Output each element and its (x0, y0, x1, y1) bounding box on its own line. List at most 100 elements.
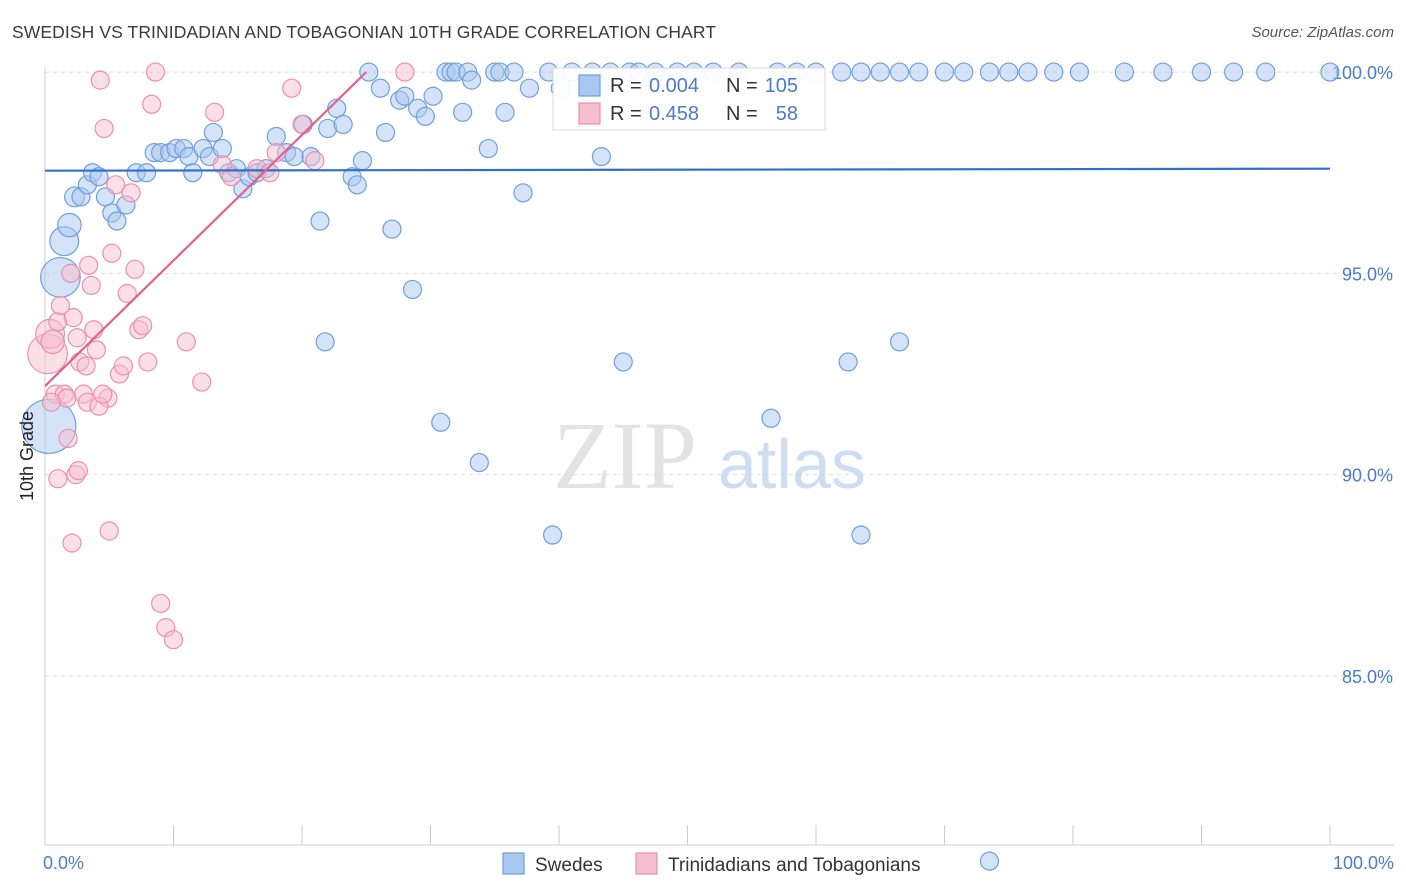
swedes-point (1044, 62, 1064, 82)
r-value: 0.458 (649, 103, 699, 125)
swedes-point (1320, 62, 1340, 82)
trinidadian-point (41, 392, 62, 412)
swedes-point (851, 62, 871, 82)
trinidadian-point (221, 167, 241, 187)
trinidadian-point (48, 469, 68, 489)
trinidadian-point (93, 384, 113, 404)
swedes-point (838, 352, 858, 372)
y-tick-label: 95.0% (1342, 264, 1393, 284)
trinidadian-point (260, 163, 280, 183)
trinidadian-point (192, 372, 212, 392)
swedes-point (889, 62, 910, 82)
n-label: N = (726, 75, 758, 97)
swedes-point (431, 412, 451, 432)
swedes-point (478, 138, 498, 159)
r-value: 0.004 (649, 75, 699, 97)
n-label: N = (726, 103, 758, 125)
swedes-point (395, 86, 415, 106)
swedes-point (909, 62, 929, 82)
trinidadian-point (305, 151, 325, 171)
swedes-point (315, 332, 335, 352)
swedes-point (851, 525, 871, 545)
trinidadian-point (145, 62, 166, 82)
trinidadian-point (113, 356, 133, 376)
swedes-point (212, 138, 232, 159)
trinidadian-point (86, 340, 107, 360)
swedes-legend-swatch (502, 852, 525, 875)
swedes-point (889, 332, 910, 352)
trinidadian-point (94, 118, 114, 139)
swedes-point (1153, 62, 1173, 82)
data-points (21, 62, 1340, 871)
trinidadian-point (61, 263, 81, 283)
trend-lines (44, 71, 1331, 387)
trinidadian-trend-line (44, 71, 368, 387)
trinidadian-point (125, 259, 145, 279)
swedes-point (504, 62, 524, 82)
y-tick-label: 90.0% (1342, 466, 1393, 486)
swedes-point (284, 147, 304, 167)
y-axis-title: 10th Grade (17, 411, 37, 501)
swedes-point (352, 151, 372, 171)
trinidadian-point (151, 593, 171, 614)
trinidadian-point (282, 78, 302, 98)
trinidadian-point (40, 329, 66, 355)
swedes-point (203, 122, 223, 143)
swedes-stat-swatch (578, 74, 601, 97)
trinidadian-point (176, 332, 196, 352)
swedes-point (519, 78, 540, 98)
swedes-point (370, 78, 390, 98)
swedes-point (183, 163, 203, 183)
swedes-point (453, 102, 473, 122)
swedes-point (999, 62, 1019, 82)
trinidadian-point (90, 70, 110, 90)
trinidadian-legend-swatch (635, 852, 658, 875)
trinidadian-point (106, 175, 126, 195)
trinidadian-point (81, 275, 101, 296)
swedes-point (347, 175, 367, 195)
swedes-point (382, 219, 402, 239)
trinidadian-point (62, 533, 82, 553)
series-legend: Swedes Trinidadians and Tobagonians (502, 852, 920, 876)
axes: 0.0% 100.0% (43, 68, 1394, 873)
swedes-point (423, 86, 443, 106)
swedes-point (542, 525, 563, 545)
swedes-point (107, 211, 127, 231)
watermark-zip: ZIP (553, 402, 697, 509)
swedes-point (469, 452, 489, 473)
trinidadian-point (76, 356, 96, 376)
swedes-point (1069, 62, 1090, 82)
swedes-trend-line (44, 167, 1331, 172)
swedes-point (870, 62, 890, 82)
swedes-point (832, 62, 852, 82)
swedes-point (89, 167, 109, 187)
trinidadian-point (117, 283, 137, 304)
zipatlas-watermark: ZIP atlas (553, 402, 866, 509)
swedes-point (359, 62, 379, 82)
swedes-point (1191, 62, 1212, 82)
trinidadian-point (142, 94, 162, 114)
swedes-point (591, 147, 612, 167)
trinidadian-point (58, 428, 78, 449)
swedes-point (954, 62, 974, 82)
trinidadian-point (395, 62, 415, 82)
trinidadian-point (205, 102, 225, 122)
trinidadian-point (50, 295, 71, 316)
r-label: R = (610, 75, 642, 97)
swedes-point (613, 352, 633, 372)
source-label: Source: ZipAtlas.com (1251, 24, 1394, 41)
trinidadian-point (138, 352, 158, 372)
swedes-point (1224, 62, 1244, 82)
trinidadian-point (102, 243, 122, 263)
swedes-point (495, 102, 515, 122)
trinidadian-point (99, 521, 119, 541)
trinidadian-stat-swatch (578, 102, 601, 125)
swedes-point (375, 122, 396, 143)
trinidadian-point (63, 308, 83, 328)
swedes-point (1114, 62, 1135, 82)
grid-lines: 100.0% 95.0% 90.0% 85.0% (45, 63, 1394, 687)
y-tick-label: 100.0% (1332, 63, 1393, 83)
watermark-atlas: atlas (718, 425, 866, 503)
n-value: 105 (765, 75, 798, 97)
